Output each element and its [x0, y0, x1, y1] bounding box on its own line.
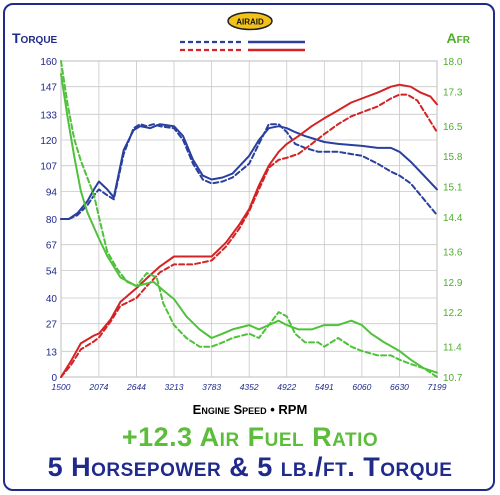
- y-right-tick-label: 12.9: [443, 278, 463, 289]
- y-left-tick-label: 13: [46, 347, 58, 358]
- y-left-tick-label: 27: [46, 320, 58, 331]
- x-tick-label: 3213: [165, 382, 184, 392]
- x-tick-label: 5491: [315, 382, 334, 392]
- brand-logo-text: AIRAID: [236, 18, 264, 27]
- y-right-tick-label: 17.3: [443, 87, 463, 98]
- series-line: [60, 93, 438, 378]
- y-left-tick-label: 133: [40, 110, 57, 121]
- y-right-tick-label: 11.4: [443, 343, 462, 354]
- y-left-tick-label: 67: [46, 241, 58, 252]
- x-tick-label: 6060: [352, 382, 371, 392]
- series-line: [60, 73, 438, 374]
- air-fuel-ratio-caption: +12.3 Air Fuel Ratio: [121, 422, 379, 452]
- x-tick-label: 3783: [202, 382, 221, 392]
- x-tick-label: 4922: [277, 382, 296, 392]
- y-left-tick-label: 94: [46, 187, 58, 198]
- series-line: [60, 123, 438, 220]
- y-right-tick-label: 16.5: [443, 122, 463, 133]
- y-right-tick-label: 15.8: [443, 152, 463, 163]
- y-right-tick-label: 14.4: [443, 213, 463, 224]
- y-left-tick-label: 147: [40, 83, 57, 94]
- x-tick-label: 4352: [240, 382, 259, 392]
- y-left-tick-label: 54: [46, 266, 58, 277]
- y-right-tick-label: 15.1: [443, 183, 463, 194]
- y-left-tick-label: 160: [40, 57, 57, 68]
- x-tick-label: 1500: [52, 382, 71, 392]
- y-left-tick-label: 0: [51, 373, 57, 384]
- y-left-tick-label: 80: [46, 215, 58, 226]
- x-tick-label: 6630: [390, 382, 409, 392]
- y-right-tick-label: 13.6: [443, 247, 463, 258]
- y-left-tick-label: 40: [46, 294, 58, 305]
- series-line: [60, 123, 438, 220]
- x-tick-label: 7199: [428, 382, 447, 392]
- horsepower-torque-caption: 5 Horsepower & 5 lb./ft. Torque: [47, 452, 453, 482]
- dyno-chart: 0 13 27 40 54 67 80 94 107 120 133 147 160 10.7 11.4 12…: [12, 11, 471, 417]
- x-tick-label: 2074: [88, 382, 108, 392]
- y-right-tick-label: 18.0: [443, 57, 463, 68]
- y-right-tick-label: 12.2: [443, 308, 463, 319]
- x-tick-label: 2644: [126, 382, 146, 392]
- series-line: [60, 83, 438, 378]
- y-left-axis-title: Torque: [12, 30, 58, 46]
- y-left-tick-label: 107: [40, 162, 57, 173]
- y-left-tick-label: 120: [40, 136, 57, 147]
- chart-frame: [3, 3, 495, 491]
- brand-logo-badge: [227, 11, 273, 31]
- x-axis-title: Engine Speed • RPM: [193, 402, 308, 417]
- y-right-axis-title: Afr: [447, 30, 471, 46]
- series-line: [60, 60, 438, 378]
- y-right-tick-label: 10.7: [443, 373, 463, 384]
